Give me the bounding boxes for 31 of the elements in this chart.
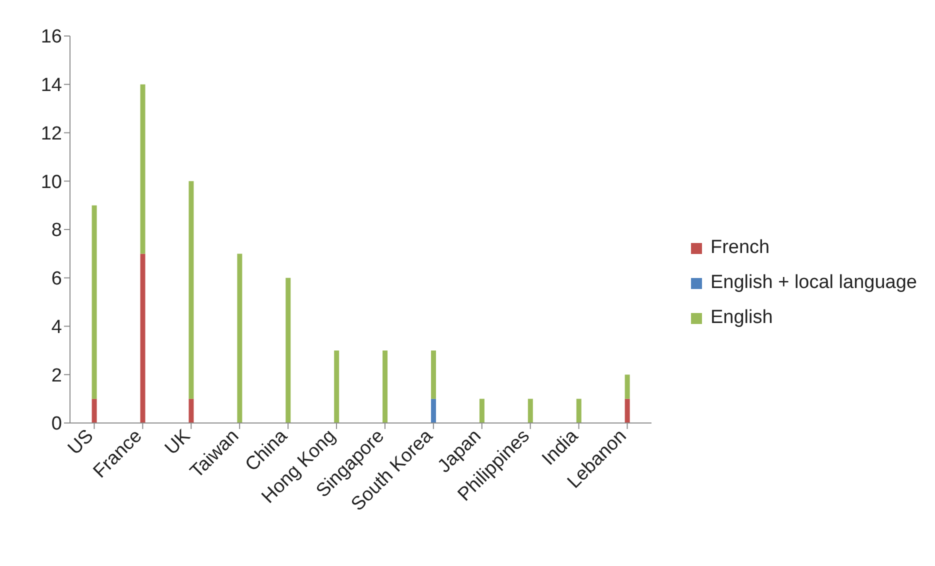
y-tick-label: 14 (40, 75, 62, 96)
x-tick-label: UK (161, 425, 195, 460)
x-tick-label: US (64, 426, 98, 460)
bar (140, 84, 146, 254)
bar (140, 254, 146, 423)
legend-label: English (710, 307, 773, 329)
bar (188, 398, 194, 423)
bar (92, 205, 97, 399)
legend-label: French (710, 237, 770, 259)
y-tick-label: 10 (40, 172, 62, 193)
y-tick-label: 4 (51, 316, 62, 338)
bar (286, 278, 291, 423)
y-tick-label: 16 (40, 26, 62, 48)
bar (479, 398, 484, 423)
bar (382, 350, 388, 423)
bar (237, 254, 242, 423)
bar (188, 181, 194, 399)
y-tick-label: 0 (51, 414, 62, 435)
y-tick-label: 8 (51, 220, 62, 242)
y-tick-label: 2 (51, 365, 62, 386)
bar (431, 398, 436, 423)
y-tick-label: 12 (40, 123, 62, 144)
bar (528, 398, 533, 423)
legend-label: English + local language (710, 272, 917, 294)
y-tick-label: 6 (51, 268, 62, 290)
bar (576, 398, 582, 423)
bar (431, 350, 436, 399)
bar (334, 350, 340, 423)
bar (624, 398, 630, 423)
bar (92, 398, 97, 423)
bar (624, 374, 630, 399)
